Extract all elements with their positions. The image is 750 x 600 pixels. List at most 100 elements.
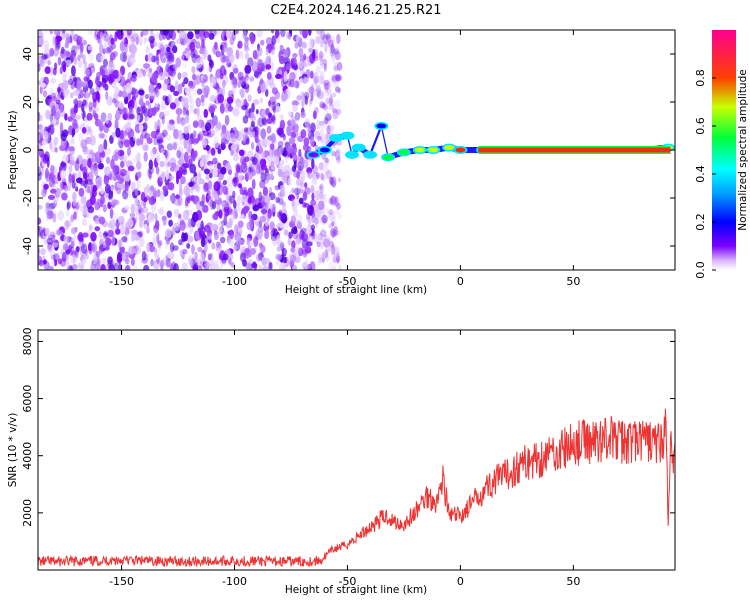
noise-blob: [298, 197, 304, 205]
noise-blob: [134, 244, 140, 252]
noise-blob: [103, 139, 108, 150]
noise-blob: [316, 30, 322, 35]
noise-blob: [188, 80, 196, 89]
noise-blob: [129, 106, 133, 114]
noise-blob: [78, 132, 84, 143]
noise-blob: [195, 210, 203, 221]
noise-blob: [65, 36, 71, 45]
noise-blob: [51, 260, 55, 268]
noise-blob: [328, 223, 334, 229]
noise-blob: [142, 144, 149, 152]
noise-blob: [98, 216, 106, 225]
noise-blob: [93, 167, 98, 177]
noise-blob: [181, 54, 187, 61]
noise-blob: [320, 215, 327, 223]
noise-blob: [291, 154, 299, 160]
noise-blob: [327, 81, 332, 90]
noise-blob: [325, 252, 330, 262]
noise-blob: [334, 230, 341, 236]
noise-blob: [66, 142, 70, 148]
noise-blob: [269, 143, 275, 151]
noise-blob: [179, 153, 186, 162]
noise-blob: [265, 56, 272, 66]
noise-blob: [39, 125, 47, 136]
noise-blob: [109, 208, 114, 219]
noise-blob: [106, 96, 114, 106]
noise-blob: [217, 185, 224, 196]
noise-blob: [239, 239, 245, 246]
noise-blob: [325, 84, 329, 94]
noise-blob: [188, 195, 194, 201]
noise-blob: [73, 56, 77, 66]
noise-blob: [38, 148, 45, 158]
spectrogram-ylabel: Frequency (Hz): [7, 110, 19, 189]
noise-blob: [326, 35, 332, 43]
noise-blob: [322, 34, 329, 45]
noise-blob: [323, 82, 330, 90]
noise-blob: [331, 107, 337, 114]
noise-blob: [318, 30, 322, 41]
noise-blob: [203, 108, 209, 118]
noise-blob: [323, 79, 330, 86]
noise-blob: [148, 166, 155, 175]
noise-blob: [252, 261, 257, 267]
noise-blob: [310, 224, 316, 231]
noise-blob: [336, 61, 343, 71]
noise-blob: [262, 61, 268, 72]
noise-blob: [187, 143, 193, 153]
noise-blob: [212, 44, 219, 55]
noise-blob: [237, 40, 243, 49]
noise-blob: [309, 70, 314, 79]
noise-blob: [230, 208, 234, 216]
noise-blob: [323, 164, 329, 174]
noise-blob: [44, 151, 50, 162]
noise-blob: [256, 163, 260, 175]
noise-blob: [158, 240, 163, 246]
noise-blob: [45, 214, 50, 222]
noise-blob: [255, 109, 259, 115]
noise-blob: [248, 130, 256, 138]
noise-blob: [336, 155, 342, 164]
noise-blob: [102, 48, 106, 55]
noise-blob: [281, 76, 284, 88]
noise-blob: [132, 135, 137, 142]
noise-blob: [81, 82, 88, 88]
noise-blob: [281, 90, 288, 102]
noise-blob: [38, 134, 41, 142]
noise-blob: [335, 45, 341, 51]
noise-blob: [258, 220, 263, 228]
noise-blob: [266, 125, 272, 134]
noise-blob: [51, 105, 56, 116]
noise-blob: [177, 83, 183, 95]
signal-point: [455, 147, 466, 153]
noise-blob: [115, 228, 121, 235]
noise-blob: [210, 129, 216, 137]
noise-blob: [124, 258, 130, 265]
noise-blob: [225, 162, 231, 170]
noise-blob: [202, 130, 210, 137]
noise-blob: [83, 76, 89, 82]
noise-blob: [260, 164, 267, 171]
noise-blob: [196, 201, 200, 211]
noise-blob: [59, 66, 63, 75]
noise-blob: [57, 56, 62, 66]
noise-blob: [335, 73, 341, 82]
noise-blob: [331, 229, 335, 239]
noise-blob: [75, 177, 83, 184]
noise-blob: [256, 46, 263, 57]
noise-blob: [157, 103, 161, 111]
noise-blob: [244, 156, 250, 163]
noise-blob: [182, 163, 190, 169]
noise-blob: [321, 207, 326, 218]
noise-blob: [302, 261, 308, 270]
snr-series-line: [38, 408, 675, 568]
noise-blob: [167, 65, 174, 77]
noise-blob: [187, 138, 192, 149]
noise-blob: [111, 235, 115, 246]
noise-blob: [95, 90, 100, 101]
noise-blob: [57, 210, 64, 221]
noise-blob: [89, 149, 94, 155]
noise-blob: [212, 213, 219, 221]
noise-blob: [91, 241, 97, 253]
noise-blob: [242, 115, 249, 124]
